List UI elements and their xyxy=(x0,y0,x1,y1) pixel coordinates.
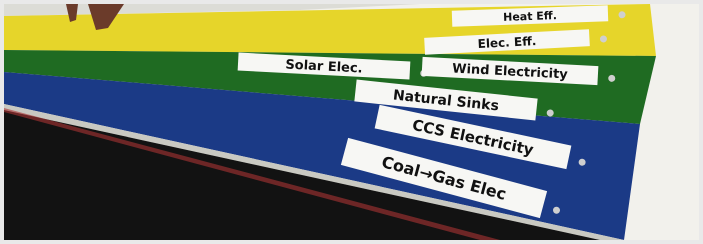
label-text: Heat Eff. xyxy=(503,9,557,24)
page: Heat Eff.Elec. Eff.Solar Elec.Wind Elect… xyxy=(0,0,703,244)
photo: Heat Eff.Elec. Eff.Solar Elec.Wind Elect… xyxy=(0,0,703,244)
